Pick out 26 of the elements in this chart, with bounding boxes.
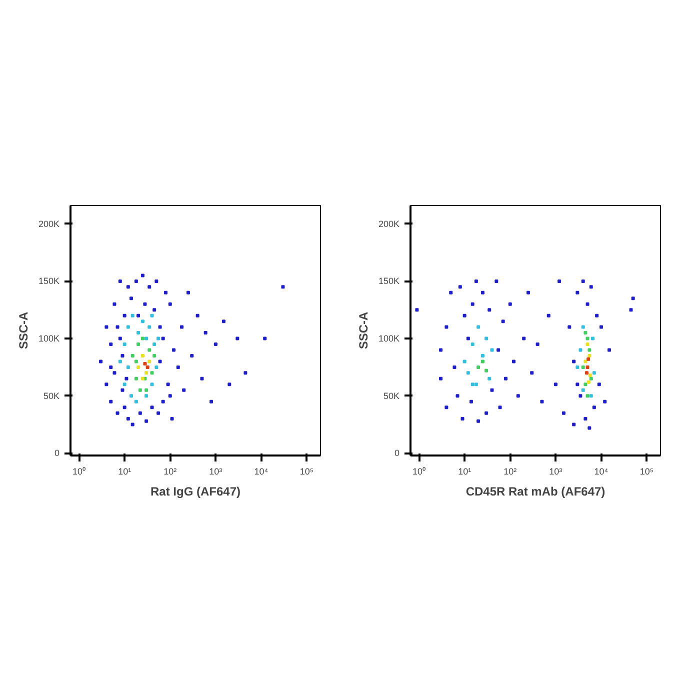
y-tick-label: 50K — [383, 390, 400, 401]
y-tick-label: 100K — [38, 334, 60, 344]
x-tick-label: 10⁰ — [412, 466, 426, 476]
x-axis-title: Rat IgG (AF647) — [150, 484, 241, 498]
y-axis-title: SSC-A — [16, 312, 30, 350]
y-axis-title: SSC-A — [356, 312, 370, 350]
x-tick-label: 10¹ — [118, 466, 132, 476]
y-tick-label: 150K — [378, 276, 400, 286]
y-tick-label: 200K — [378, 218, 400, 229]
y-tick-label: 50K — [43, 390, 60, 401]
y-tick-label: 0 — [394, 448, 400, 458]
x-tick-label: 10⁴ — [254, 466, 268, 476]
x-tick-label: 10⁴ — [594, 466, 608, 476]
x-tick-label: 10⁵ — [300, 466, 314, 476]
x-tick-label: 10⁰ — [72, 466, 86, 476]
x-tick-label: 10¹ — [458, 466, 472, 476]
x-tick-label: 10² — [164, 466, 177, 476]
y-tick-label: 200K — [38, 218, 60, 229]
x-axis-title: CD45R Rat mAb (AF647) — [466, 484, 606, 498]
y-tick-label: 0 — [54, 448, 60, 458]
y-tick-label: 100K — [378, 334, 400, 344]
y-tick-label: 150K — [38, 276, 60, 286]
x-tick-label: 10⁵ — [640, 466, 654, 476]
x-tick-label: 10³ — [209, 466, 222, 476]
x-tick-label: 10² — [504, 466, 517, 476]
x-tick-label: 10³ — [549, 466, 562, 476]
